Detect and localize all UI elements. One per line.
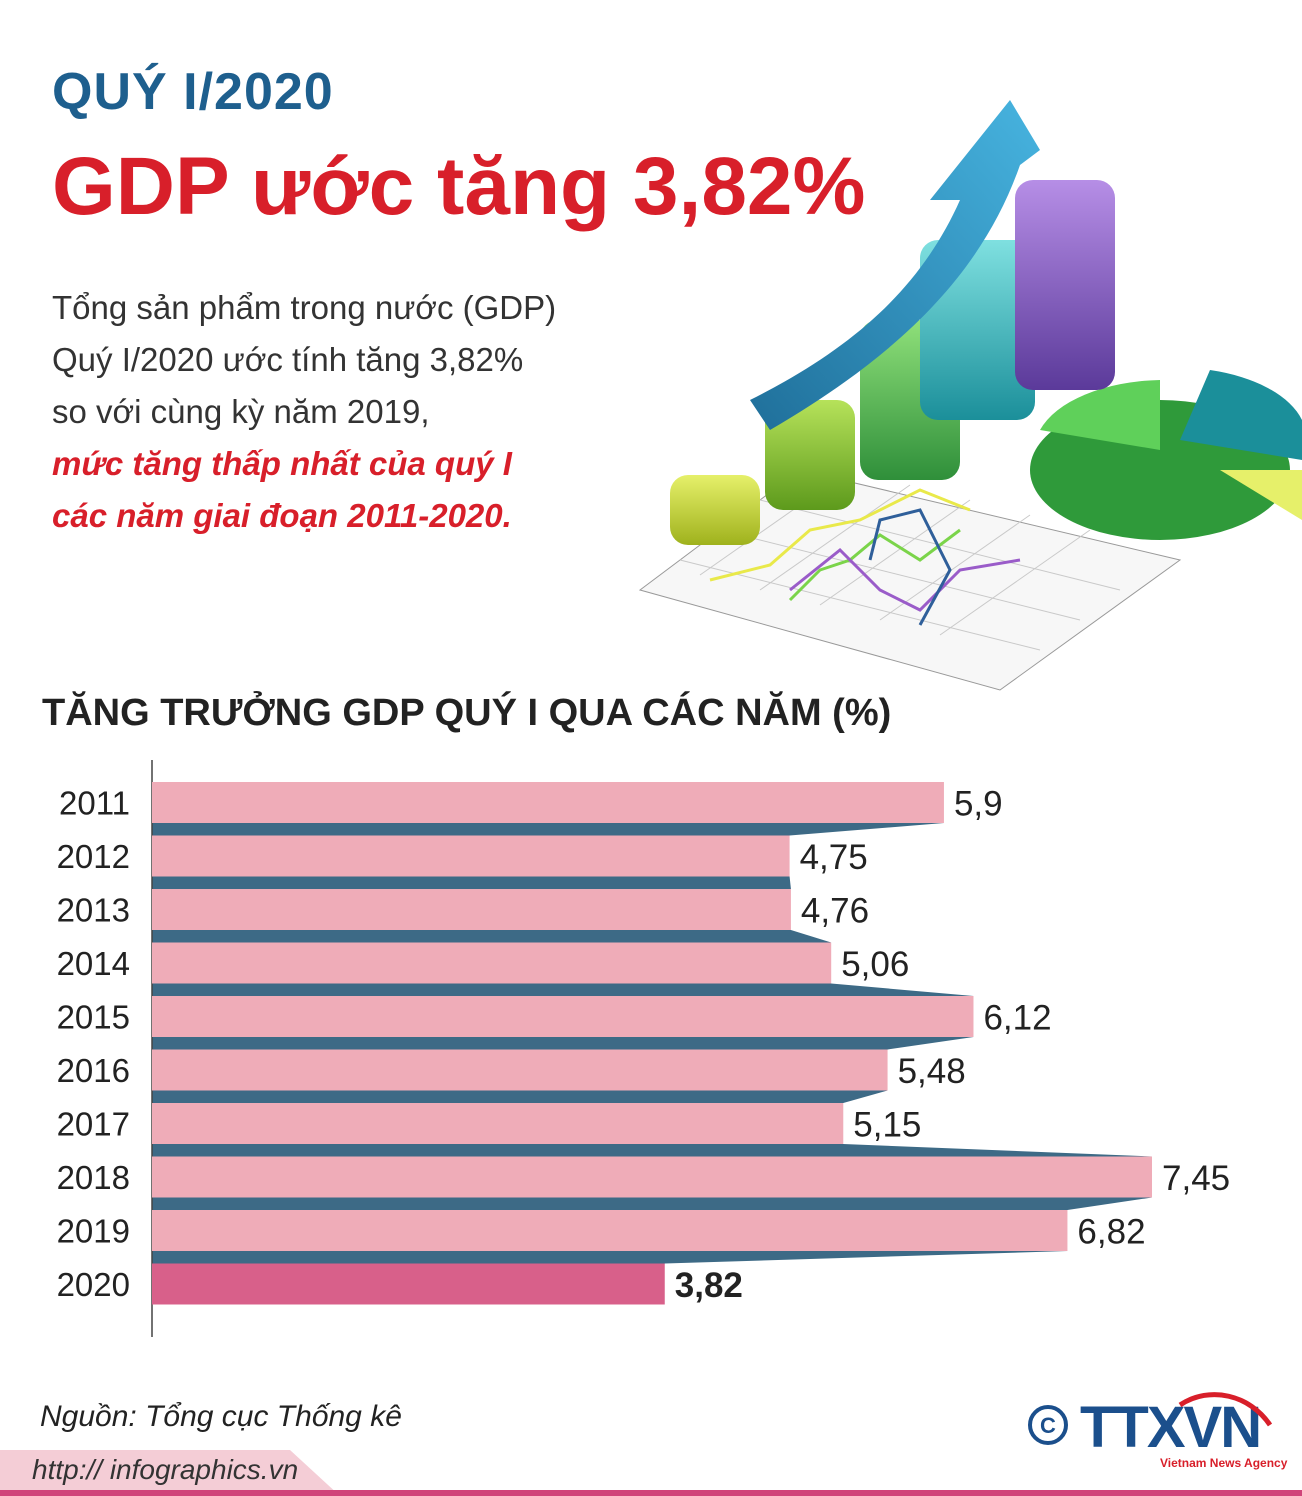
bar <box>152 782 944 823</box>
bar <box>152 889 791 930</box>
y-tick-label: 2020 <box>57 1266 130 1303</box>
data-label: 5,48 <box>898 1052 966 1091</box>
y-tick-label: 2012 <box>57 838 130 875</box>
y-tick-label: 2019 <box>57 1213 130 1250</box>
intro-highlight-line: mức tăng thấp nhất của quý I <box>52 445 512 482</box>
logo-brand: TTXVN <box>1080 1395 1260 1460</box>
bar <box>152 1156 1152 1198</box>
bar-connector <box>152 983 974 996</box>
kicker-title: QUÝ I/2020 <box>52 63 334 121</box>
data-label: 7,45 <box>1162 1159 1230 1198</box>
footer-line <box>0 1490 1302 1496</box>
bar <box>152 942 832 984</box>
bar <box>152 835 790 877</box>
data-label: 5,9 <box>954 785 1003 824</box>
bar-connector <box>152 930 832 943</box>
y-tick-label: 2011 <box>59 785 130 822</box>
footer: http:// infographics.vn <box>0 1450 1302 1496</box>
data-label: 5,06 <box>841 945 909 984</box>
logo-tagline: Vietnam News Agency <box>1160 1456 1288 1470</box>
grid-paper <box>638 469 1182 691</box>
svg-text:C: C <box>1040 1413 1056 1438</box>
y-tick-label: 2018 <box>57 1159 130 1196</box>
source-note: Nguồn: Tổng cục Thống kê <box>40 1400 402 1433</box>
intro-highlight-line: các năm giai đoạn 2011-2020. <box>52 497 512 534</box>
bar-connector <box>152 1197 1152 1210</box>
data-label: 4,76 <box>801 892 869 931</box>
data-label: 6,82 <box>1077 1213 1145 1252</box>
chart-illustration <box>638 100 1302 691</box>
y-tick-label: 2013 <box>57 892 130 929</box>
intro-paragraph: Tổng sản phẩm trong nước (GDP) Quý I/202… <box>52 282 672 542</box>
bar-connector <box>152 823 944 836</box>
bar-connector <box>152 1251 1068 1264</box>
data-label: 4,75 <box>800 838 868 877</box>
intro-line: Tổng sản phẩm trong nước (GDP) <box>52 289 557 326</box>
bar-connector <box>152 1090 888 1103</box>
footer-url: http:// infographics.vn <box>32 1454 299 1485</box>
intro-line: so với cùng kỳ năm 2019, <box>52 393 430 430</box>
data-label: 5,15 <box>853 1106 921 1145</box>
growth-arrow <box>750 100 1040 430</box>
bar <box>152 1210 1068 1251</box>
bar-connector <box>152 1037 974 1050</box>
bar <box>152 996 974 1037</box>
chart-title: TĂNG TRƯỞNG GDP QUÝ I QUA CÁC NĂM (%) <box>42 692 892 734</box>
bar <box>152 1103 844 1144</box>
bar-connector <box>152 876 791 889</box>
bar-connector <box>152 1144 1152 1157</box>
bar-chart: 2011 5,9 2012 4,75 2013 4,76 2014 5,06 2015 6,12 2… <box>57 760 1230 1337</box>
pie-chart-illustration <box>1030 370 1302 540</box>
bar <box>152 1049 888 1091</box>
headline: GDP ước tăng 3,82% <box>52 141 866 232</box>
y-tick-label: 2015 <box>57 999 130 1036</box>
footer-band <box>0 1450 340 1496</box>
y-tick-label: 2017 <box>57 1106 130 1143</box>
data-label: 3,82 <box>675 1266 743 1305</box>
data-label: 6,12 <box>983 999 1051 1038</box>
ttxvn-logo: C TTXVN Vietnam News Agency <box>1028 1392 1288 1470</box>
bar <box>152 1263 665 1305</box>
intro-line: Quý I/2020 ước tính tăng 3,82% <box>52 341 524 378</box>
y-tick-label: 2016 <box>57 1052 130 1089</box>
y-tick-label: 2014 <box>57 945 130 982</box>
